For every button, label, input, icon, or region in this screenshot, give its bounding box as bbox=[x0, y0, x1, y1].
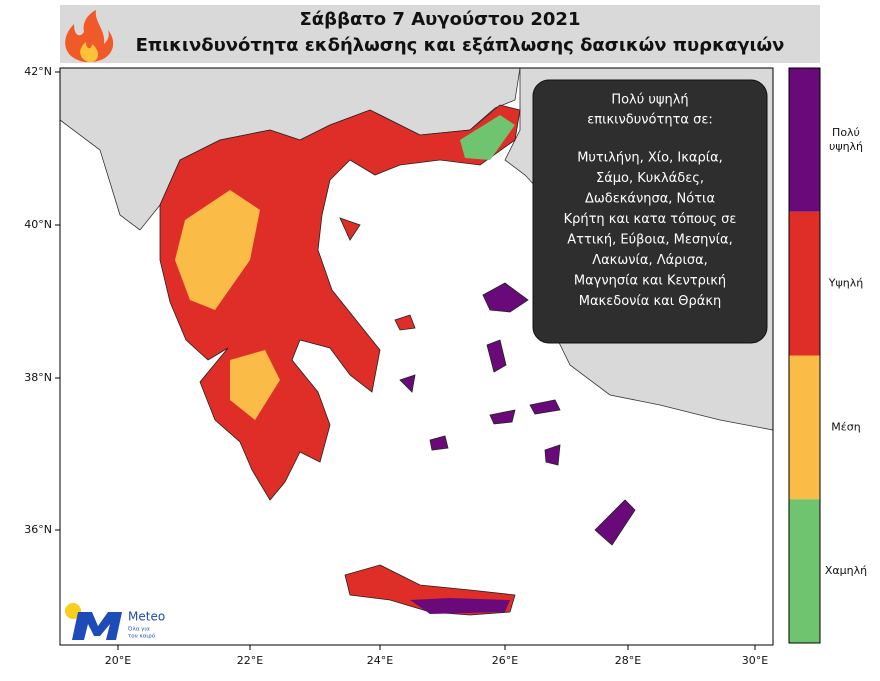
island bbox=[399, 374, 416, 393]
legend-swatch bbox=[789, 211, 820, 356]
island bbox=[594, 499, 636, 546]
legend-label: Πολύ bbox=[832, 126, 860, 139]
annotation-line: Σάμο, Κυκλάδες, bbox=[596, 171, 704, 186]
fire-icon bbox=[65, 10, 114, 62]
legend-label: υψηλή bbox=[829, 140, 863, 153]
lon-label: 26°E bbox=[492, 654, 518, 667]
island bbox=[529, 399, 561, 415]
lat-label: 36°N bbox=[24, 523, 52, 536]
lon-label: 24°E bbox=[367, 654, 393, 667]
legend-frame bbox=[788, 67, 821, 644]
low-zone bbox=[460, 115, 515, 160]
lon-label: 22°E bbox=[237, 654, 263, 667]
legend-swatch bbox=[789, 68, 820, 212]
map-frame bbox=[59, 67, 774, 646]
island bbox=[482, 282, 529, 313]
annotation-line: Αττική, Εύβοια, Μεσηνία, bbox=[567, 233, 732, 248]
island bbox=[429, 435, 449, 451]
annotation-line: Μυτιλήνη, Χίο, Ικαρία, bbox=[577, 151, 723, 166]
annotation-heading: Πολύ υψηλή bbox=[611, 93, 688, 108]
legend-label: Υψηλή bbox=[828, 277, 863, 290]
logo-name: Meteo bbox=[128, 610, 165, 624]
annotation-box bbox=[532, 79, 768, 344]
title: Σάββατο 7 Αυγούστου 2021 bbox=[300, 9, 581, 30]
logo-tagline: Όλα για bbox=[127, 626, 150, 633]
crete-very-high bbox=[410, 598, 510, 614]
lon-label: 30°E bbox=[742, 654, 768, 667]
legend-label: Μέση bbox=[831, 420, 860, 433]
title-bar bbox=[60, 5, 820, 63]
legend-swatch bbox=[789, 355, 820, 500]
annotation-line: Κρήτη και κατα τόπους σε bbox=[564, 212, 737, 227]
lon-label: 20°E bbox=[105, 654, 131, 667]
lon-label: 28°E bbox=[615, 654, 641, 667]
subtitle: Επικινδυνότητα εκδήλωσης και εξάπλωσης δ… bbox=[136, 35, 785, 56]
logo: Meteo Όλα για τον καιρό bbox=[65, 603, 165, 640]
annotation-line: Μακεδονία και Θράκη bbox=[579, 294, 721, 309]
island bbox=[486, 339, 507, 373]
logo-sun bbox=[65, 603, 81, 619]
lat-label: 42°N bbox=[24, 65, 52, 78]
annotation-heading: επικινδυνότητα σε: bbox=[587, 113, 713, 128]
island bbox=[489, 409, 516, 425]
island bbox=[394, 314, 416, 331]
annotation: Πολύ υψηλή επικινδυνότητα σε: Μυτιλήνη, Χί… bbox=[564, 93, 737, 310]
island bbox=[544, 444, 561, 466]
annotation-line: Δωδεκάνησα, Νότια bbox=[585, 192, 715, 207]
legend-swatch bbox=[789, 499, 820, 643]
medium-zone bbox=[230, 350, 280, 420]
lat-label: 40°N bbox=[24, 218, 52, 231]
annotation-line: Μαγνησία και Κεντρική bbox=[574, 274, 726, 289]
medium-zone bbox=[175, 190, 260, 310]
logo-tagline: τον καιρό bbox=[128, 633, 156, 640]
axes: 42°N 40°N 38°N 36°N 20°E 22°E 24°E 26°E 28°E 30°E bbox=[24, 65, 768, 667]
island bbox=[339, 217, 361, 241]
legend-label: Χαμηλή bbox=[825, 564, 867, 577]
logo-mark bbox=[72, 612, 122, 640]
lat-label: 38°N bbox=[24, 371, 52, 384]
annotation-line: Λακωνία, Λάρισα, bbox=[592, 253, 708, 268]
